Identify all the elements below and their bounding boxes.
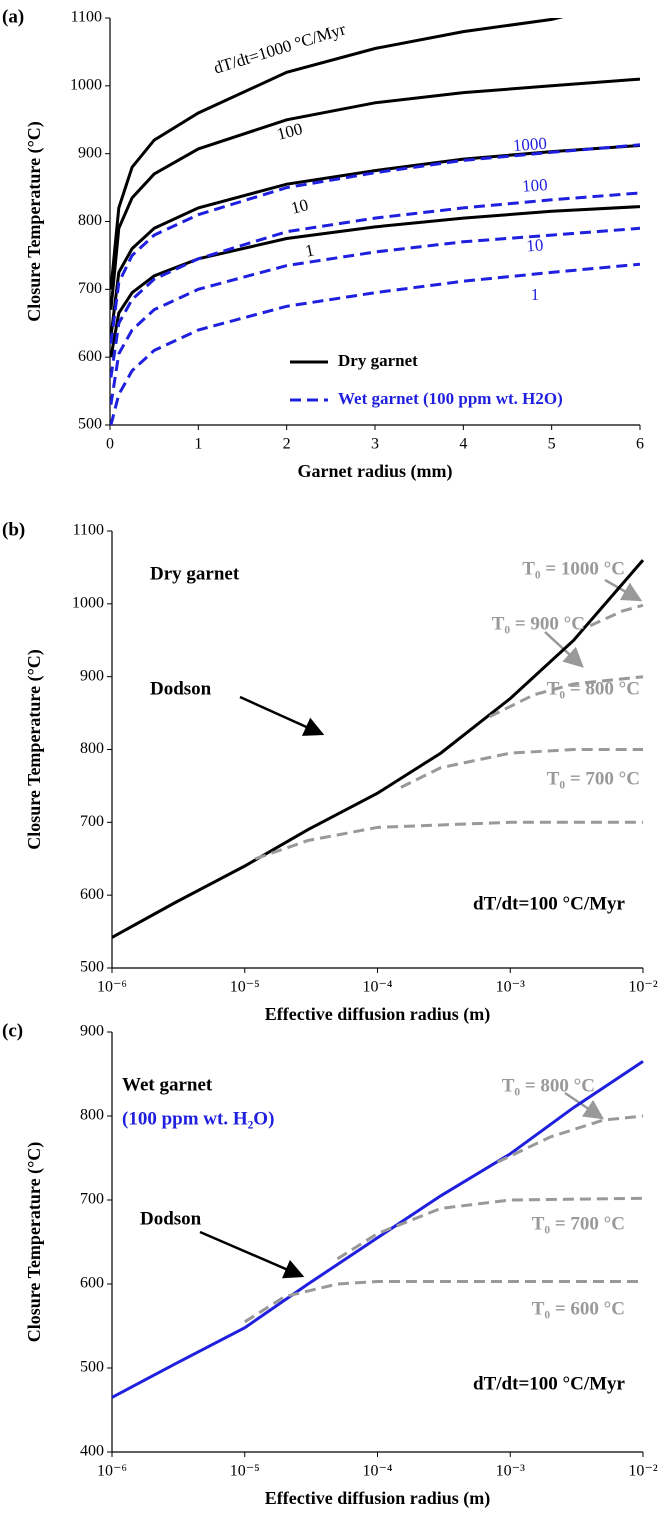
plot-area <box>111 1060 644 1399</box>
y-tick-label: 900 <box>78 144 102 161</box>
line-series <box>336 1196 644 1261</box>
curve-label: dT/dt=1000 °C/Myr <box>211 19 348 77</box>
x-tick-label: 3 <box>371 436 379 453</box>
x-axis-label: Effective diffusion radius (m) <box>265 1004 490 1025</box>
line-series <box>111 559 645 939</box>
y-tick-label: 1000 <box>72 595 104 612</box>
line-series <box>589 603 644 628</box>
x-tick-label: 10⁻² <box>628 979 657 996</box>
x-tick-label: 10⁻³ <box>496 1463 525 1480</box>
annotation: Dry garnet <box>150 563 240 584</box>
y-axis-label: Closure Temperature (°C) <box>24 649 45 850</box>
annotation: Dodson <box>150 678 212 699</box>
plot-area <box>111 559 645 939</box>
x-axis-label: Garnet radius (mm) <box>298 461 453 482</box>
annotation: T₀ = 700 °C <box>532 1213 625 1234</box>
y-axis-label: Closure Temperature (°C) <box>24 1142 45 1343</box>
line-series <box>110 226 640 405</box>
curve-label: 10 <box>526 235 544 255</box>
x-tick-label: 0 <box>106 436 114 453</box>
y-tick-label: 500 <box>80 959 104 976</box>
y-tick-label: 1100 <box>73 522 104 539</box>
line-series <box>110 77 640 310</box>
annotation: T₀ = 1000 °C <box>522 558 625 579</box>
line-series <box>110 144 640 337</box>
y-tick-label: 800 <box>80 740 104 757</box>
y-tick-label: 600 <box>80 1275 104 1292</box>
x-tick-label: 10⁻⁶ <box>97 979 127 996</box>
legend-label: Wet garnet (100 ppm wt. H2O) <box>338 389 563 408</box>
annotation: dT/dt=100 °C/Myr <box>473 893 626 914</box>
annotation: Wet garnet <box>122 1074 213 1095</box>
y-tick-label: 400 <box>80 1443 104 1460</box>
panel-label: (b) <box>2 519 25 540</box>
line-series <box>110 18 564 290</box>
x-tick-label: 10⁻⁴ <box>362 979 392 996</box>
y-tick-label: 600 <box>78 348 102 365</box>
x-tick-label: 10⁻² <box>628 1463 657 1480</box>
plot-area <box>110 18 640 425</box>
curve-label: 10 <box>289 195 310 218</box>
arrow <box>239 695 325 736</box>
arrow <box>199 1230 305 1279</box>
line-series <box>110 262 640 425</box>
curve-label: 100 <box>522 175 549 196</box>
curve-label: 1 <box>531 285 540 304</box>
annotation: dT/dt=100 °C/Myr <box>473 1373 626 1394</box>
annotation: T₀ = 800 °C <box>502 1075 595 1096</box>
line-series <box>110 205 640 358</box>
y-tick-label: 800 <box>80 1107 104 1124</box>
x-tick-label: 10⁻⁵ <box>230 1463 260 1480</box>
line-series <box>111 1060 644 1399</box>
line-series <box>110 191 640 378</box>
line-series <box>254 820 643 861</box>
panel-label: (c) <box>2 1020 23 1041</box>
line-series <box>496 1114 644 1164</box>
x-tick-label: 5 <box>548 436 556 453</box>
arrow <box>564 1091 605 1120</box>
x-tick-label: 10⁻⁵ <box>230 979 260 996</box>
annotation: (100 ppm wt. H₂O) <box>122 1108 274 1129</box>
y-tick-label: 900 <box>80 667 104 684</box>
x-tick-label: 1 <box>194 436 202 453</box>
x-tick-label: 10⁻⁶ <box>97 1463 127 1480</box>
y-tick-label: 900 <box>80 1023 104 1040</box>
annotation: T₀ = 600 °C <box>532 1298 625 1319</box>
y-tick-label: 600 <box>80 886 104 903</box>
annotation: T₀ = 900 °C <box>492 613 585 634</box>
x-tick-label: 2 <box>283 436 291 453</box>
y-tick-label: 700 <box>80 813 104 830</box>
y-tick-label: 800 <box>78 212 102 229</box>
x-tick-label: 10⁻⁴ <box>362 1463 392 1480</box>
annotation: T₀ = 800 °C <box>547 678 640 699</box>
annotation: T₀ = 700 °C <box>547 768 640 789</box>
y-tick-label: 700 <box>80 1191 104 1208</box>
arrow <box>604 578 643 602</box>
curve-label: 1000 <box>512 134 547 155</box>
x-tick-label: 4 <box>459 436 467 453</box>
line-series <box>489 675 644 719</box>
x-tick-label: 10⁻³ <box>496 979 525 996</box>
line-series <box>243 1280 643 1324</box>
panel-label: (a) <box>2 6 24 27</box>
x-tick-label: 6 <box>636 436 644 453</box>
legend-label: Dry garnet <box>338 351 418 370</box>
annotation: Dodson <box>140 1208 202 1229</box>
y-tick-label: 500 <box>80 1359 104 1376</box>
y-tick-label: 1100 <box>71 9 102 26</box>
y-axis-label: Closure Temperature (°C) <box>24 121 45 322</box>
y-tick-label: 1000 <box>70 77 102 94</box>
x-axis-label: Effective diffusion radius (m) <box>265 1488 490 1509</box>
line-series <box>110 143 640 344</box>
curve-label: 1 <box>304 240 316 260</box>
y-tick-label: 500 <box>78 416 102 433</box>
y-tick-label: 700 <box>78 280 102 297</box>
